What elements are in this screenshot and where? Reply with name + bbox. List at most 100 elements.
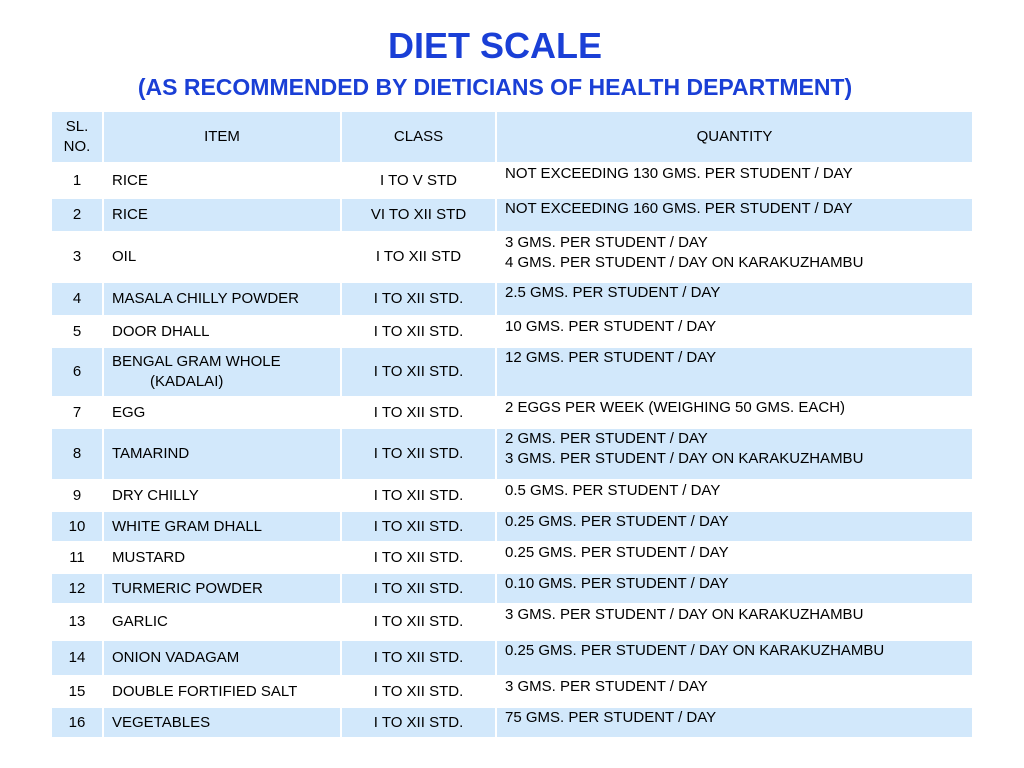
- cell-quantity: 0.25 GMS. PER STUDENT / DAY: [495, 541, 974, 574]
- table-row: 3 OIL I TO XII STD 3 GMS. PER STUDENT / DAY…: [50, 231, 974, 283]
- table-row: 10 WHITE GRAM DHALL I TO XII STD. 0.25 GMS.…: [50, 510, 974, 543]
- cell-item: DOOR DHALL: [102, 315, 342, 348]
- table-row: 7 EGG I TO XII STD. 2 EGGS PER WEEK (WEIGHI…: [50, 396, 974, 429]
- table-row: 8 TAMARIND I TO XII STD. 2 GMS. PER STUDENT…: [50, 427, 974, 481]
- cell-quantity: 0.25 GMS. PER STUDENT / DAY ON KARAKUZHA…: [495, 639, 974, 677]
- cell-sl-no: 16: [50, 706, 104, 739]
- cell-quantity-line: 3 GMS. PER STUDENT / DAY ON KARAKUZHAMBU: [505, 450, 864, 467]
- cell-sl-no: 4: [50, 281, 104, 317]
- cell-quantity: 0.5 GMS. PER STUDENT / DAY: [495, 479, 974, 512]
- cell-quantity-line: 0.5 GMS. PER STUDENT / DAY: [505, 482, 721, 499]
- cell-class: I TO XII STD: [340, 231, 497, 283]
- table-row: 5 DOOR DHALL I TO XII STD. 10 GMS. PER STUD…: [50, 315, 974, 348]
- table-row: 4 MASALA CHILLY POWDER I TO XII STD. 2.5 GM…: [50, 281, 974, 317]
- cell-class: I TO XII STD.: [340, 427, 497, 481]
- cell-sl-no: 6: [50, 346, 104, 398]
- table-row: 15 DOUBLE FORTIFIED SALT I TO XII STD. 3 GM…: [50, 675, 974, 708]
- header-item: ITEM: [102, 110, 342, 164]
- cell-quantity-line: 3 GMS. PER STUDENT / DAY ON KARAKUZHAMBU: [505, 606, 864, 623]
- table-row: 13 GARLIC I TO XII STD. 3 GMS. PER STUDENT …: [50, 603, 974, 641]
- page-subtitle: (AS RECOMMENDED BY DIETICIANS OF HEALTH …: [137, 74, 853, 100]
- table-row: 9 DRY CHILLY I TO XII STD. 0.5 GMS. PER STU…: [50, 479, 974, 512]
- cell-quantity-line: NOT EXCEEDING 160 GMS. PER STUDENT / DAY: [505, 200, 853, 217]
- cell-quantity-line: 0.25 GMS. PER STUDENT / DAY: [505, 544, 729, 561]
- cell-sl-no: 3: [50, 231, 104, 283]
- cell-class: I TO XII STD.: [340, 396, 497, 429]
- cell-sl-no: 12: [50, 572, 104, 605]
- cell-quantity: 3 GMS. PER STUDENT / DAY 4 GMS. PER STUDE…: [495, 231, 974, 283]
- table-body: 1 RICE I TO V STD NOT EXCEEDING 130 GMS. PE…: [50, 162, 974, 739]
- cell-item: TURMERIC POWDER: [102, 572, 342, 605]
- cell-class: I TO XII STD.: [340, 706, 497, 739]
- cell-item: BENGAL GRAM WHOLE (KADALAI): [102, 346, 342, 398]
- cell-class: I TO XII STD.: [340, 675, 497, 708]
- table-row: 11 MUSTARD I TO XII STD. 0.25 GMS. PER STUD…: [50, 541, 974, 574]
- cell-item: ONION VADAGAM: [102, 639, 342, 677]
- cell-quantity: 3 GMS. PER STUDENT / DAY ON KARAKUZHAMBU: [495, 603, 974, 641]
- cell-sl-no: 5: [50, 315, 104, 348]
- cell-sl-no: 10: [50, 510, 104, 543]
- cell-sl-no: 15: [50, 675, 104, 708]
- cell-sl-no: 11: [50, 541, 104, 574]
- cell-quantity: 3 GMS. PER STUDENT / DAY: [495, 675, 974, 708]
- cell-item: MUSTARD: [102, 541, 342, 574]
- cell-item: DOUBLE FORTIFIED SALT: [102, 675, 342, 708]
- cell-sl-no: 14: [50, 639, 104, 677]
- cell-class: I TO XII STD.: [340, 281, 497, 317]
- header-sl-no-line1: SL.: [65, 118, 89, 135]
- header-quantity: QUANTITY: [495, 110, 974, 164]
- cell-quantity-line: 0.25 GMS. PER STUDENT / DAY: [505, 513, 729, 530]
- cell-quantity: 2 EGGS PER WEEK (WEIGHING 50 GMS. EACH): [495, 396, 974, 429]
- cell-sl-no: 13: [50, 603, 104, 641]
- cell-class: I TO XII STD.: [340, 510, 497, 543]
- cell-sl-no: 8: [50, 427, 104, 481]
- cell-item: TAMARIND: [102, 427, 342, 481]
- cell-quantity: 2.5 GMS. PER STUDENT / DAY: [495, 281, 974, 317]
- cell-item: RICE: [102, 197, 342, 233]
- cell-quantity: NOT EXCEEDING 130 GMS. PER STUDENT / DAY: [495, 162, 974, 199]
- cell-class: I TO XII STD.: [340, 479, 497, 512]
- cell-quantity-line: 75 GMS. PER STUDENT / DAY: [505, 709, 717, 726]
- cell-class: I TO XII STD.: [340, 572, 497, 605]
- cell-quantity: 10 GMS. PER STUDENT / DAY: [495, 315, 974, 348]
- cell-quantity-line: NOT EXCEEDING 130 GMS. PER STUDENT / DAY: [505, 165, 853, 182]
- cell-quantity-line: 0.25 GMS. PER STUDENT / DAY ON KARAKUZHA…: [505, 642, 885, 659]
- cell-class: I TO XII STD.: [340, 603, 497, 641]
- cell-item: RICE: [102, 162, 342, 199]
- cell-sl-no: 2: [50, 197, 104, 233]
- header-sl-no-line2: NO.: [63, 138, 91, 155]
- cell-quantity-line: 2 EGGS PER WEEK (WEIGHING 50 GMS. EACH): [505, 399, 846, 416]
- page-title: DIET SCALE: [387, 25, 602, 66]
- cell-class: I TO XII STD.: [340, 346, 497, 398]
- cell-quantity-line: 12 GMS. PER STUDENT / DAY: [505, 349, 717, 366]
- table-row: 14 ONION VADAGAM I TO XII STD. 0.25 GMS. PE…: [50, 639, 974, 677]
- cell-quantity: 75 GMS. PER STUDENT / DAY: [495, 706, 974, 739]
- cell-item: EGG: [102, 396, 342, 429]
- cell-class: I TO XII STD.: [340, 541, 497, 574]
- diet-scale-table: SL. NO. ITEM CLASS QUANTITY 1 RICE I TO V …: [50, 110, 974, 739]
- cell-quantity-line: 2.5 GMS. PER STUDENT / DAY: [505, 284, 721, 301]
- cell-quantity-line: 3 GMS. PER STUDENT / DAY: [505, 678, 708, 695]
- cell-quantity-line: 2 GMS. PER STUDENT / DAY: [505, 430, 708, 447]
- table-row: 6 BENGAL GRAM WHOLE (KADALAI) I TO XII STD.…: [50, 346, 974, 398]
- cell-quantity: NOT EXCEEDING 160 GMS. PER STUDENT / DAY: [495, 197, 974, 233]
- table-row: 2 RICE VI TO XII STD NOT EXCEEDING 160 GMS.…: [50, 197, 974, 233]
- table-row: 16 VEGETABLES I TO XII STD. 75 GMS. PER STU…: [50, 706, 974, 739]
- cell-item-line: BENGAL GRAM WHOLE: [112, 353, 281, 370]
- cell-sl-no: 1: [50, 162, 104, 199]
- table-row: 1 RICE I TO V STD NOT EXCEEDING 130 GMS. PE…: [50, 162, 974, 199]
- cell-item: OIL: [102, 231, 342, 283]
- cell-quantity: 12 GMS. PER STUDENT / DAY: [495, 346, 974, 398]
- cell-item: DRY CHILLY: [102, 479, 342, 512]
- cell-class: I TO V STD: [340, 162, 497, 199]
- cell-quantity: 2 GMS. PER STUDENT / DAY 3 GMS. PER STUDE…: [495, 427, 974, 481]
- cell-item-line: (KADALAI): [150, 373, 224, 390]
- cell-item: VEGETABLES: [102, 706, 342, 739]
- cell-class: I TO XII STD.: [340, 315, 497, 348]
- cell-quantity-line: 0.10 GMS. PER STUDENT / DAY: [505, 575, 729, 592]
- cell-class: I TO XII STD.: [340, 639, 497, 677]
- cell-quantity-line: 3 GMS. PER STUDENT / DAY: [505, 234, 708, 251]
- cell-item: GARLIC: [102, 603, 342, 641]
- cell-sl-no: 9: [50, 479, 104, 512]
- table-row: 12 TURMERIC POWDER I TO XII STD. 0.10 GMS. …: [50, 572, 974, 605]
